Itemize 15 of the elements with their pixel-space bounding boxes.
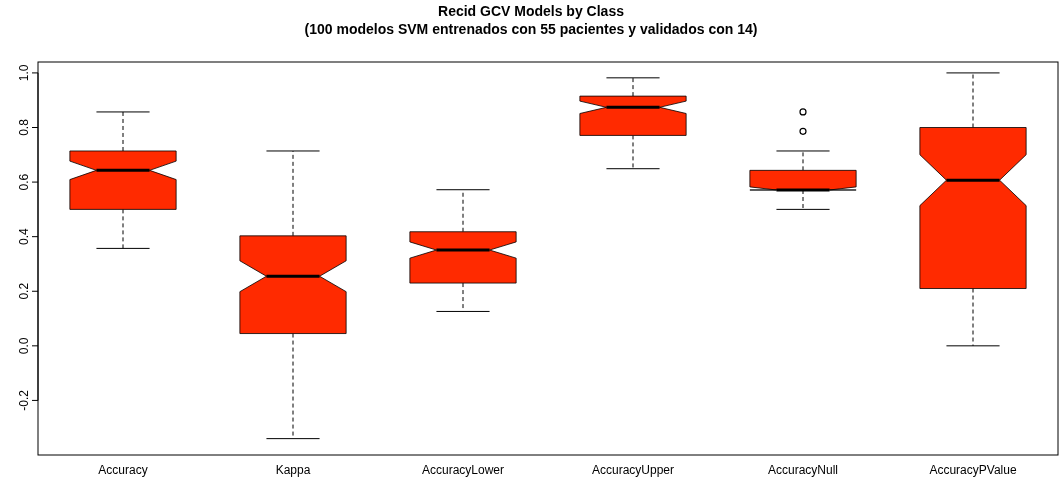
y-tick-label: 1.0 [17, 64, 31, 82]
y-tick-label: 0.0 [17, 337, 31, 355]
y-tick-label: 0.6 [17, 173, 31, 191]
y-tick-label: 0.2 [17, 282, 31, 300]
y-tick-label: 0.8 [17, 118, 31, 136]
x-tick-label: AccuracyLower [421, 463, 505, 477]
x-tick-label: AccuracyPValue [929, 463, 1017, 477]
x-tick-label: AccuracyUpper [591, 463, 675, 477]
y-tick-label: 0.4 [17, 228, 31, 246]
y-tick-label: -0.2 [17, 389, 31, 411]
x-tick-label: Accuracy [98, 463, 148, 477]
x-tick-label: AccuracyNull [767, 463, 839, 477]
x-tick-label: Kappa [275, 463, 311, 477]
chart-subtitle: (100 modelos SVM entrenados con 55 pacientes y validados con 14) [304, 21, 758, 37]
chart-title: Recid GCV Models by Class [438, 3, 625, 19]
